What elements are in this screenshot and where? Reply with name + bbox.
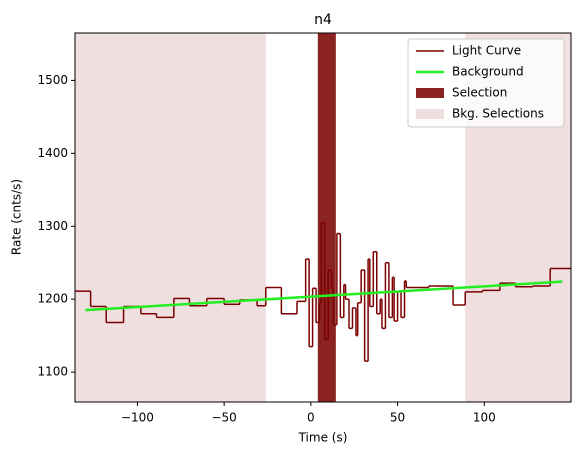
y-tick-label: 1400 (37, 146, 68, 160)
legend: Light Curve Background Selection Bkg. Selec… (407, 38, 565, 128)
legend-label: Light Curve (452, 44, 521, 58)
x-tick-label: −100 (121, 411, 154, 425)
legend-swatch (416, 109, 444, 119)
legend-swatch (416, 88, 444, 98)
x-tick-label: 0 (307, 411, 315, 425)
plot-frame (74, 32, 572, 403)
y-tick-label: 1200 (37, 292, 68, 306)
legend-frame (407, 38, 565, 128)
legend-label: Selection (452, 86, 507, 100)
x-tick-label: −50 (211, 411, 236, 425)
legend-label: Bkg. Selections (452, 107, 544, 121)
background-line (85, 280, 563, 312)
y-tick-label: 1300 (37, 219, 68, 233)
y-axis-label: Rate (cnts/s) (10, 179, 24, 255)
chart-title: n4 (314, 12, 332, 28)
selection (317, 33, 336, 402)
x-tick-label: 50 (390, 411, 405, 425)
y-tick-label: 1500 (37, 73, 68, 87)
y-tick-label: 1100 (37, 365, 68, 379)
bkg-selection (75, 33, 266, 402)
x-axis-label: Time (s) (298, 431, 348, 445)
legend-label: Background (452, 65, 524, 79)
x-tick-label: 100 (473, 411, 496, 425)
